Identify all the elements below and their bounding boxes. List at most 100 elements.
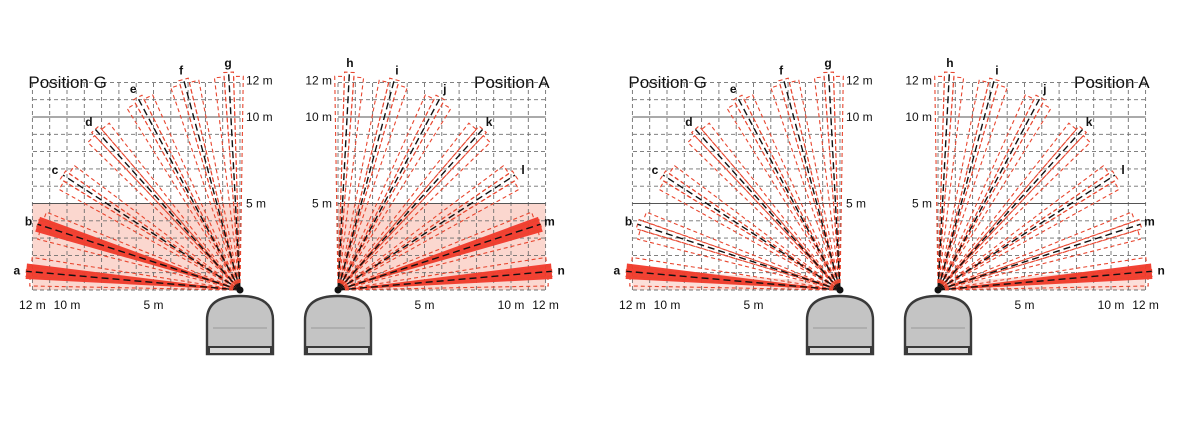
beam-axis-zone-f bbox=[782, 79, 841, 291]
sensor-origin-dot bbox=[334, 286, 342, 294]
beam-axis-zone-j bbox=[337, 97, 441, 291]
sensor-base-plate bbox=[306, 346, 370, 355]
beam-outline-zone-a bbox=[30, 256, 241, 291]
distance-label-horizontal: 12 m bbox=[619, 298, 646, 312]
beam-outline-zone-a bbox=[630, 256, 841, 291]
distance-label-horizontal: 10 m bbox=[54, 298, 81, 312]
distance-label-vertical: 10 m bbox=[846, 110, 873, 124]
zone-label-j: j bbox=[442, 82, 446, 96]
beam-outline-zone-e bbox=[743, 94, 841, 291]
beam-outline-zone-l bbox=[337, 180, 520, 291]
distance-label-horizontal: 10 m bbox=[1098, 298, 1125, 312]
sensor-housing bbox=[205, 294, 275, 356]
beam-outline-zone-n bbox=[937, 256, 1148, 291]
panel-left-2: a b c d e f g Position G 12 m 10 m 5 m 12 m 10 m 5 m bbox=[613, 56, 875, 356]
beam-outline-zone-a bbox=[629, 275, 841, 291]
beam-outline-zone-g bbox=[813, 76, 841, 291]
beam-axis-zone-a bbox=[26, 270, 241, 291]
zone-label-h: h bbox=[346, 56, 353, 70]
distance-label-vertical: 10 m bbox=[305, 110, 332, 124]
zone-label-b: b bbox=[625, 214, 632, 228]
zone-label-m: m bbox=[544, 214, 555, 228]
beam-outline-zone-i bbox=[337, 77, 400, 291]
position-label: Position G bbox=[28, 73, 106, 92]
zone-label-f: f bbox=[179, 63, 184, 77]
panel-left-1: a b c d e f g Position G 12 m 10 m 5 m 12 m 10 m 5 m bbox=[13, 56, 275, 356]
beam-outline-zone-c bbox=[658, 180, 841, 291]
beam-outline-zone-h bbox=[937, 76, 965, 291]
beam-outline-zone-k bbox=[337, 122, 478, 291]
beam-axis-zone-g bbox=[827, 72, 841, 291]
zone-label-g: g bbox=[224, 56, 231, 70]
distance-label-vertical: 12 m bbox=[905, 74, 932, 88]
zone-label-a: a bbox=[13, 263, 20, 277]
sensor-origin-dot bbox=[934, 286, 942, 294]
beam-outline-zone-g bbox=[233, 75, 244, 291]
sensor-origin-dot bbox=[836, 286, 844, 294]
beam-outline-zone-h bbox=[337, 71, 355, 291]
zone-label-b: b bbox=[25, 214, 32, 228]
zone-label-g: g bbox=[824, 56, 831, 70]
distance-label-vertical: 12 m bbox=[246, 74, 273, 88]
zone-label-k: k bbox=[486, 115, 493, 129]
distance-label-horizontal: 10 m bbox=[654, 298, 681, 312]
zone-label-f: f bbox=[779, 63, 784, 77]
beam-axis-zone-k bbox=[937, 128, 1084, 291]
distance-label-horizontal: 5 m bbox=[143, 298, 163, 312]
zone-label-h: h bbox=[946, 56, 953, 70]
beam-outline-zone-m bbox=[937, 211, 1136, 291]
zone-label-k: k bbox=[1086, 115, 1093, 129]
zone-label-n: n bbox=[1158, 263, 1165, 277]
beam-fill-zone-a bbox=[25, 263, 241, 290]
beam-outline-zone-n bbox=[337, 256, 548, 291]
beam-outline-zone-b bbox=[642, 211, 841, 291]
sensor-origin-dot bbox=[236, 286, 244, 294]
beam-outline-zone-m bbox=[337, 229, 541, 291]
beam-axis-zone-c bbox=[662, 174, 841, 291]
distance-label-horizontal: 5 m bbox=[1014, 298, 1034, 312]
beam-outline-zone-n bbox=[937, 275, 1149, 291]
beam-fill-zone-a bbox=[625, 263, 840, 290]
beam-outline-zone-g bbox=[833, 75, 844, 291]
beam-axis-zone-e bbox=[737, 97, 841, 291]
beam-outline-zone-f bbox=[188, 79, 241, 291]
beam-axis-zone-k bbox=[337, 128, 484, 291]
position-label: Position A bbox=[1074, 73, 1150, 92]
beam-outline-zone-n bbox=[337, 275, 549, 291]
beam-outline-zone-b bbox=[37, 229, 241, 291]
distance-label-horizontal: 10 m bbox=[498, 298, 525, 312]
beam-outline-zone-i bbox=[937, 79, 990, 291]
sensor-housing bbox=[903, 294, 973, 356]
beam-outline-zone-f bbox=[788, 79, 841, 291]
beam-axis-zone-a bbox=[626, 270, 841, 291]
distance-label-vertical: 5 m bbox=[246, 197, 266, 211]
beam-fill-zone-n bbox=[338, 263, 553, 290]
beam-axis-zone-n bbox=[937, 270, 1152, 291]
beam-axis-zone-m bbox=[937, 223, 1141, 291]
zone-label-n: n bbox=[558, 263, 565, 277]
beam-axis-zone-b bbox=[637, 223, 841, 291]
distance-label-horizontal: 5 m bbox=[743, 298, 763, 312]
beam-outline-zone-c bbox=[68, 164, 241, 291]
beam-outline-zone-f bbox=[778, 77, 841, 291]
beam-outline-zone-d bbox=[100, 122, 241, 291]
zone-label-d: d bbox=[85, 115, 92, 129]
beam-outline-zone-b bbox=[42, 211, 241, 291]
beam-outline-zone-g bbox=[223, 71, 241, 291]
beam-axis-zone-d bbox=[694, 128, 841, 291]
beam-outline-zone-j bbox=[337, 94, 446, 291]
zone-label-e: e bbox=[730, 82, 737, 96]
beam-axis-zone-i bbox=[937, 79, 996, 291]
beam-axis-zone-d bbox=[94, 128, 241, 291]
beam-axis-zone-f bbox=[182, 79, 241, 291]
distance-label-horizontal: 12 m bbox=[532, 298, 559, 312]
beam-outline-zone-c bbox=[58, 180, 241, 291]
zone-label-e: e bbox=[130, 82, 137, 96]
beam-axis-zone-c bbox=[62, 174, 241, 291]
position-label: Position A bbox=[474, 73, 550, 92]
sensor-base-plate bbox=[808, 346, 872, 355]
distance-label-vertical: 10 m bbox=[246, 110, 273, 124]
sensor-base-plate bbox=[208, 346, 272, 355]
